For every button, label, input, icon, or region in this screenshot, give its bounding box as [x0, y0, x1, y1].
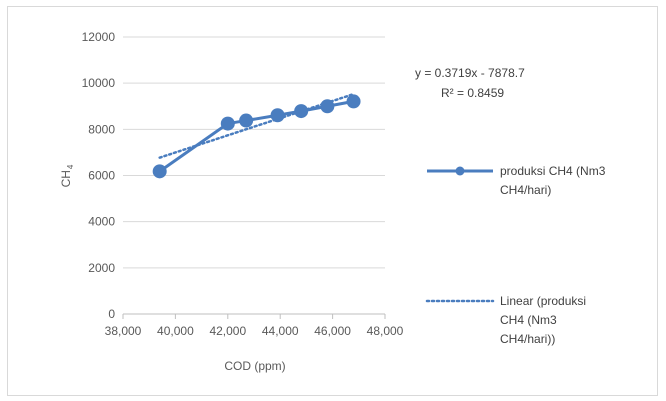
chart-area	[7, 6, 658, 396]
y-tick-label: 0	[108, 307, 115, 321]
x-tick-label: 46,000	[314, 324, 351, 338]
y-tick-label: 4000	[88, 215, 115, 229]
x-tick-label: 40,000	[157, 324, 194, 338]
y-axis-ticks: 0 2000 4000 6000 8000 10000 12000	[82, 30, 116, 321]
data-point	[294, 104, 309, 119]
y-tick-label: 12000	[82, 30, 116, 44]
legend-label-series: produksi CH4 (Nm3	[500, 164, 606, 178]
x-tick-label: 48,000	[367, 324, 404, 338]
data-point	[220, 116, 235, 131]
legend-label-trendline: Linear (produksi	[500, 294, 586, 308]
legend-marker-series	[455, 166, 465, 176]
x-tick-label: 44,000	[262, 324, 299, 338]
data-point	[152, 164, 167, 179]
x-axis-ticks: 38,000 40,000 42,000 44,000 46,000 48,000	[105, 314, 404, 338]
y-axis-title: CH4	[59, 164, 75, 187]
trendline-equation: y = 0.3719x - 7878.7	[415, 66, 525, 80]
legend-label-trendline: CH4 (Nm3	[500, 313, 557, 327]
trendline-r-squared: R² = 0.8459	[441, 86, 504, 100]
y-tick-label: 2000	[88, 261, 115, 275]
gridlines	[123, 36, 385, 269]
data-point	[270, 108, 285, 123]
y-axis-title-sub: 4	[66, 164, 75, 169]
y-tick-label: 10000	[82, 76, 116, 90]
legend: produksi CH4 (Nm3 CH4/hari) Linear (produk…	[425, 164, 606, 346]
y-axis-title-main: CH	[59, 170, 73, 187]
data-point	[239, 113, 254, 128]
y-tick-label: 8000	[88, 122, 115, 136]
x-axis-title: COD (ppm)	[224, 359, 285, 373]
y-tick-label: 6000	[88, 169, 115, 183]
data-point	[346, 94, 361, 109]
data-point	[320, 99, 335, 114]
legend-label-series: CH4/hari)	[500, 183, 551, 197]
series-group	[152, 94, 361, 179]
x-tick-label: 42,000	[209, 324, 246, 338]
legend-label-trendline: CH4/hari))	[500, 332, 555, 346]
x-tick-label: 38,000	[105, 324, 142, 338]
